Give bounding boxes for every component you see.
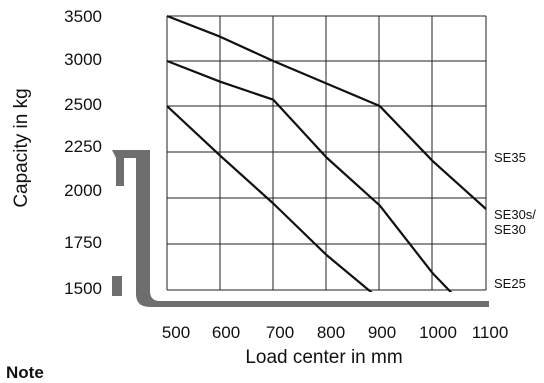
- note-heading: Note: [6, 363, 44, 382]
- series-label-se25: SE25: [494, 276, 526, 291]
- series-labels: SE35 SE30s/SE30 SE25: [494, 150, 536, 291]
- y-tick-label: 2500: [64, 95, 102, 114]
- grid: [166, 15, 487, 291]
- series-line-se35: [167, 14, 486, 210]
- y-tick-label: 3000: [64, 50, 102, 69]
- x-tick-label: 600: [212, 323, 240, 342]
- y-tick-label: 3500: [64, 7, 102, 26]
- series-line-se30s-se30: [167, 59, 453, 292]
- y-axis-title: Capacity in kg: [11, 88, 32, 207]
- x-tick-label: 900: [368, 323, 396, 342]
- x-tick-label: 1100: [472, 323, 509, 342]
- x-axis-title: Load center in mm: [245, 347, 402, 368]
- series-label-se30s-se30: SE30s/SE30: [494, 207, 536, 237]
- x-tick-label: 1000: [419, 323, 457, 342]
- y-tick-label: 1750: [64, 233, 102, 252]
- x-tick-label: 700: [266, 323, 294, 342]
- series-label-se35: SE35: [494, 150, 526, 165]
- y-tick-label: 2250: [64, 137, 102, 156]
- x-tick-label: 500: [162, 323, 190, 342]
- x-tick-label: 800: [317, 323, 345, 342]
- fork-silhouette: [112, 150, 489, 307]
- series-lines: [167, 14, 486, 292]
- y-tick-label: 1500: [64, 279, 102, 298]
- series-line-se25: [167, 105, 373, 292]
- y-tick-label: 2000: [64, 181, 102, 200]
